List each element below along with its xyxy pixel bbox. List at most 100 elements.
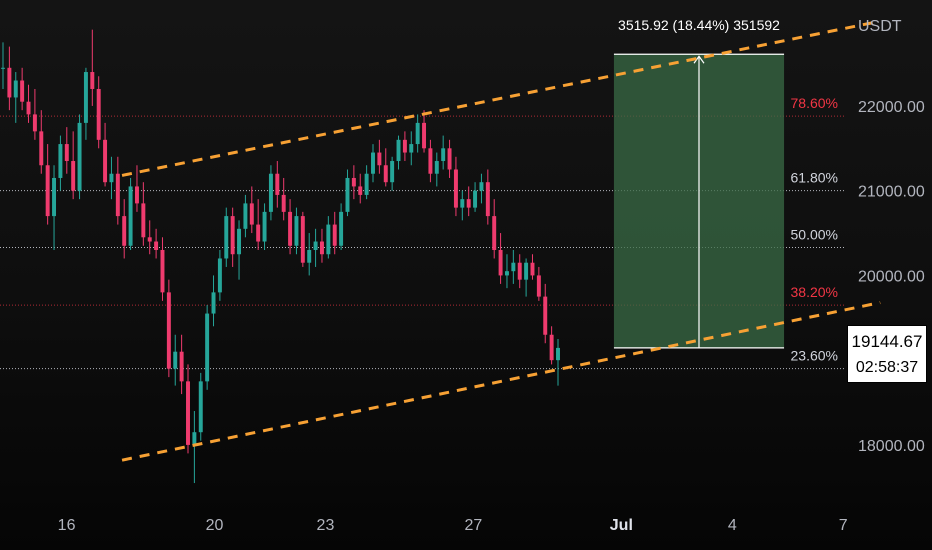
candle-body-37 <box>237 228 242 255</box>
candle-60 <box>383 148 388 187</box>
fib-label-1: 61.80% <box>791 170 838 186</box>
candle-47 <box>300 211 305 267</box>
candle-24 <box>154 228 159 259</box>
candle-57 <box>364 165 369 200</box>
candle-body-3 <box>20 80 25 102</box>
x-tick-label-6: 7 <box>839 517 848 534</box>
x-tick-label-3: 27 <box>464 517 482 534</box>
candle-49 <box>313 228 318 267</box>
candle-0 <box>1 42 5 89</box>
candle-6 <box>39 110 44 174</box>
candle-80 <box>511 250 516 284</box>
candle-body-25 <box>160 250 165 293</box>
candle-body-34 <box>217 258 222 293</box>
candle-51 <box>326 216 331 259</box>
candle-37 <box>237 220 242 280</box>
candle-12 <box>77 114 82 200</box>
candle-8 <box>52 165 57 250</box>
candle-20 <box>128 177 133 250</box>
candle-body-2 <box>13 80 18 98</box>
candle-body-43 <box>275 173 280 195</box>
candle-56 <box>358 173 363 204</box>
candle-64 <box>409 131 414 166</box>
current-price-value: 19144.67 <box>851 332 923 351</box>
fib-label-0: 78.60% <box>791 95 838 111</box>
candle-body-62 <box>396 139 401 162</box>
candle-body-60 <box>383 165 388 183</box>
candle-39 <box>249 186 254 234</box>
candle-3 <box>20 67 25 111</box>
candle-body-86 <box>549 334 554 361</box>
candle-59 <box>377 139 382 174</box>
candle-body-47 <box>300 216 305 263</box>
candle-50 <box>319 228 324 263</box>
candle-body-19 <box>122 216 127 246</box>
candle-body-72 <box>460 199 465 208</box>
candle-body-44 <box>281 194 286 212</box>
candle-36 <box>230 207 235 267</box>
candle-27 <box>173 334 178 386</box>
candle-32 <box>205 305 210 390</box>
candle-body-39 <box>249 203 254 225</box>
candle-55 <box>351 165 356 200</box>
candle-body-5 <box>32 114 37 132</box>
candle-body-26 <box>166 292 171 369</box>
candle-68 <box>434 152 439 187</box>
fibonacci-levels: 78.60% 61.80% 50.00% 38.20% 23.60% <box>0 95 845 370</box>
candle-body-15 <box>96 88 101 140</box>
x-tick-label-0: 16 <box>58 517 76 534</box>
candle-5 <box>32 88 37 140</box>
measure-arrow-head <box>693 55 705 64</box>
candle-83 <box>530 254 535 280</box>
candle-body-8 <box>52 177 57 217</box>
candle-7 <box>45 144 50 225</box>
candle-69 <box>441 135 446 170</box>
candle-body-76 <box>485 182 490 217</box>
candle-17 <box>109 156 114 200</box>
candle-9 <box>58 135 63 191</box>
candle-40 <box>256 199 261 250</box>
candle-body-78 <box>498 250 503 276</box>
candle-body-38 <box>243 203 248 229</box>
candle-body-33 <box>211 292 216 314</box>
candle-body-20 <box>128 186 133 246</box>
candle-54 <box>345 169 350 217</box>
candle-body-61 <box>390 161 395 183</box>
candle-body-83 <box>530 262 535 276</box>
candle-67 <box>428 139 433 183</box>
candle-34 <box>217 250 222 301</box>
candle-body-53 <box>339 211 344 246</box>
candle-body-40 <box>256 224 261 242</box>
candle-77 <box>492 199 497 259</box>
candle-72 <box>460 190 465 221</box>
fib-label-3: 38.20% <box>791 284 838 300</box>
candle-body-16 <box>103 139 108 183</box>
candle-body-48 <box>307 250 312 263</box>
candle-body-18 <box>115 173 120 217</box>
currency-label: USDT <box>858 18 902 35</box>
candle-48 <box>307 233 312 276</box>
candle-body-32 <box>205 313 210 382</box>
candle-body-79 <box>504 271 509 276</box>
candle-87 <box>556 338 560 386</box>
candle-33 <box>211 275 216 327</box>
candle-28 <box>179 334 184 395</box>
candle-4 <box>26 84 31 123</box>
candle-body-82 <box>524 262 529 280</box>
candle-body-23 <box>147 237 152 242</box>
candle-body-21 <box>134 186 139 204</box>
candle-body-1 <box>7 67 12 98</box>
candle-body-75 <box>479 182 484 191</box>
candle-body-31 <box>198 381 203 433</box>
candle-52 <box>332 211 337 255</box>
y-tick-label-0: 22000.00 <box>858 99 925 116</box>
candle-body-68 <box>434 161 439 174</box>
channel-upper-line <box>121 19 881 177</box>
candle-body-24 <box>154 241 159 250</box>
candle-body-36 <box>230 216 235 255</box>
candle-70 <box>447 139 452 178</box>
candle-body-0 <box>1 67 5 69</box>
axes: USDT 22000.00 21000.00 20000.00 18000.00 16 20… <box>58 18 925 534</box>
